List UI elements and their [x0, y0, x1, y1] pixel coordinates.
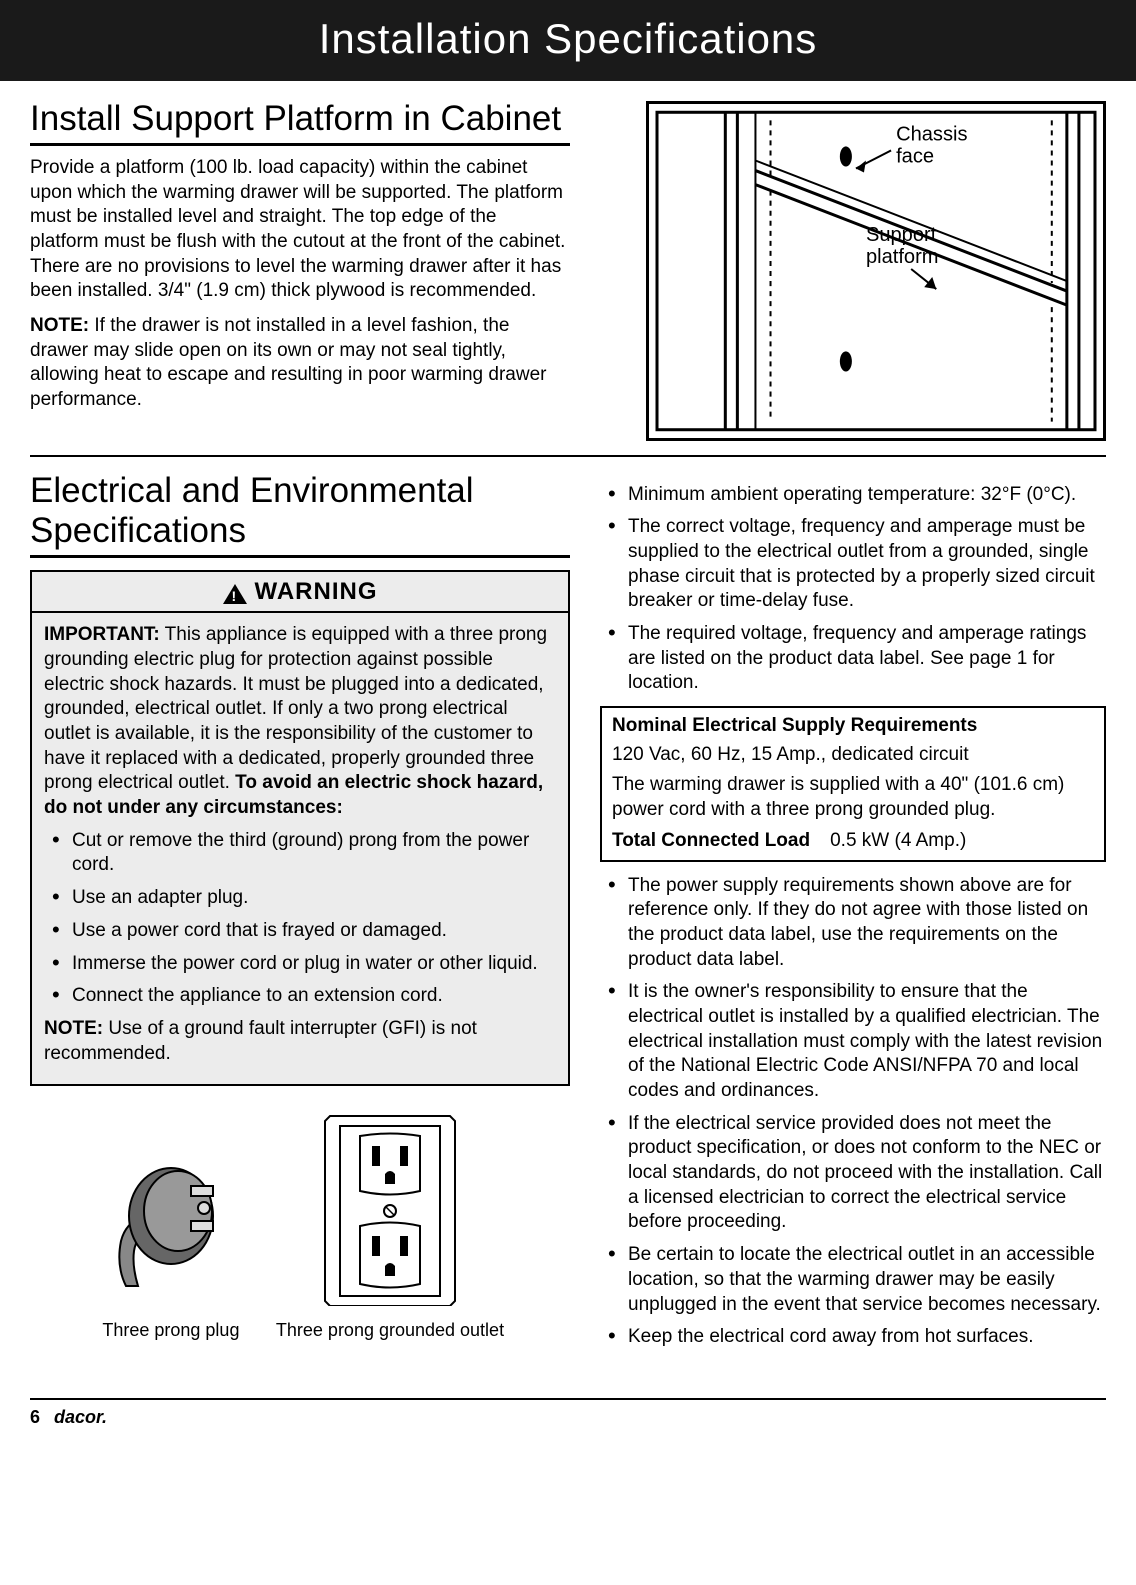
page-footer: 6 dacor. — [30, 1398, 1106, 1449]
spec-list-2: The power supply requirements shown abov… — [600, 874, 1106, 1350]
spec-item: If the electrical service provided does … — [600, 1112, 1106, 1235]
note-text: If the drawer is not installed in a leve… — [30, 315, 546, 410]
warning-item: Use a power cord that is frayed or damag… — [44, 919, 556, 944]
section2-heading: Electrical and Environmental Specificati… — [30, 471, 570, 559]
spec-item: Be certain to locate the electrical outl… — [600, 1243, 1106, 1317]
top-left-col: Install Support Platform in Cabinet Prov… — [30, 91, 570, 441]
plug-svg — [96, 1146, 246, 1306]
outlet-svg — [320, 1106, 460, 1306]
note-label: NOTE: — [30, 315, 89, 336]
top-row: Install Support Platform in Cabinet Prov… — [30, 91, 1106, 441]
platform-label: Support — [866, 223, 937, 245]
load-value: 0.5 kW (4 Amp.) — [830, 829, 966, 854]
page-header: Installation Specifications — [0, 0, 1136, 81]
spec-item: It is the owner's responsibility to ensu… — [600, 980, 1106, 1103]
top-right-col: Chassis face Support platform — [600, 91, 1106, 441]
spec-table: Nominal Electrical Supply Requirements 1… — [600, 706, 1106, 861]
plug-col: Three prong plug — [96, 1146, 246, 1342]
bottom-right-col: Minimum ambient operating temperature: 3… — [600, 463, 1106, 1358]
warning-body: IMPORTANT: This appliance is equipped wi… — [32, 613, 568, 1084]
spec-table-line1: 120 Vac, 60 Hz, 15 Amp., dedicated circu… — [612, 743, 1094, 768]
cabinet-diagram: Chassis face Support platform — [646, 101, 1106, 441]
divider — [30, 455, 1106, 457]
spec-table-title: Nominal Electrical Supply Requirements — [612, 714, 1094, 739]
warning-title: WARNING — [255, 576, 378, 607]
warning-item: Immerse the power cord or plug in water … — [44, 952, 556, 977]
page-content: Install Support Platform in Cabinet Prov… — [0, 81, 1136, 1378]
bottom-left-col: Electrical and Environmental Specificati… — [30, 463, 570, 1358]
spec-item: Keep the electrical cord away from hot s… — [600, 1325, 1106, 1350]
spec-item: The correct voltage, frequency and amper… — [600, 515, 1106, 614]
warning-note-label: NOTE: — [44, 1018, 103, 1039]
warning-header: WARNING — [32, 572, 568, 613]
warning-item: Use an adapter plug. — [44, 886, 556, 911]
warning-item: Cut or remove the third (ground) prong f… — [44, 829, 556, 878]
page-number: 6 — [30, 1406, 40, 1429]
important-text: This appliance is equipped with a three … — [44, 624, 547, 793]
bottom-row: Electrical and Environmental Specificati… — [30, 463, 1106, 1358]
warning-box: WARNING IMPORTANT: This appliance is equ… — [30, 570, 570, 1086]
spec-item: Minimum ambient operating temperature: 3… — [600, 483, 1106, 508]
svg-text:platform: platform — [866, 246, 939, 268]
outlet-col: Three prong grounded outlet — [276, 1106, 504, 1342]
svg-text:face: face — [896, 145, 934, 167]
section1-note: NOTE: If the drawer is not installed in … — [30, 314, 570, 413]
warning-item: Connect the appliance to an extension co… — [44, 984, 556, 1009]
warning-important: IMPORTANT: This appliance is equipped wi… — [44, 623, 556, 821]
spec-table-load-row: Total Connected Load 0.5 kW (4 Amp.) — [612, 829, 1094, 854]
warning-triangle-icon — [223, 584, 247, 604]
brand-name: dacor. — [54, 1406, 107, 1429]
spec-list-1: Minimum ambient operating temperature: 3… — [600, 483, 1106, 697]
spec-item: The required voltage, frequency and ampe… — [600, 622, 1106, 696]
section1-heading: Install Support Platform in Cabinet — [30, 99, 570, 146]
plug-figure: Three prong plug — [30, 1106, 570, 1342]
outlet-caption: Three prong grounded outlet — [276, 1319, 504, 1342]
spec-item: The power supply requirements shown abov… — [600, 874, 1106, 973]
warning-note-text: Use of a ground fault interrupter (GFI) … — [44, 1018, 477, 1064]
load-label: Total Connected Load — [612, 829, 810, 854]
cabinet-svg: Chassis face Support platform — [655, 110, 1097, 432]
warning-note: NOTE: Use of a ground fault interrupter … — [44, 1017, 556, 1066]
spec-table-line2: The warming drawer is supplied with a 40… — [612, 773, 1094, 822]
plug-caption: Three prong plug — [96, 1319, 246, 1342]
important-label: IMPORTANT: — [44, 624, 160, 645]
page-title: Installation Specifications — [319, 15, 818, 62]
section1-p1: Provide a platform (100 lb. load capacit… — [30, 156, 570, 304]
warning-list: Cut or remove the third (ground) prong f… — [44, 829, 556, 1009]
chassis-label: Chassis — [896, 123, 967, 145]
